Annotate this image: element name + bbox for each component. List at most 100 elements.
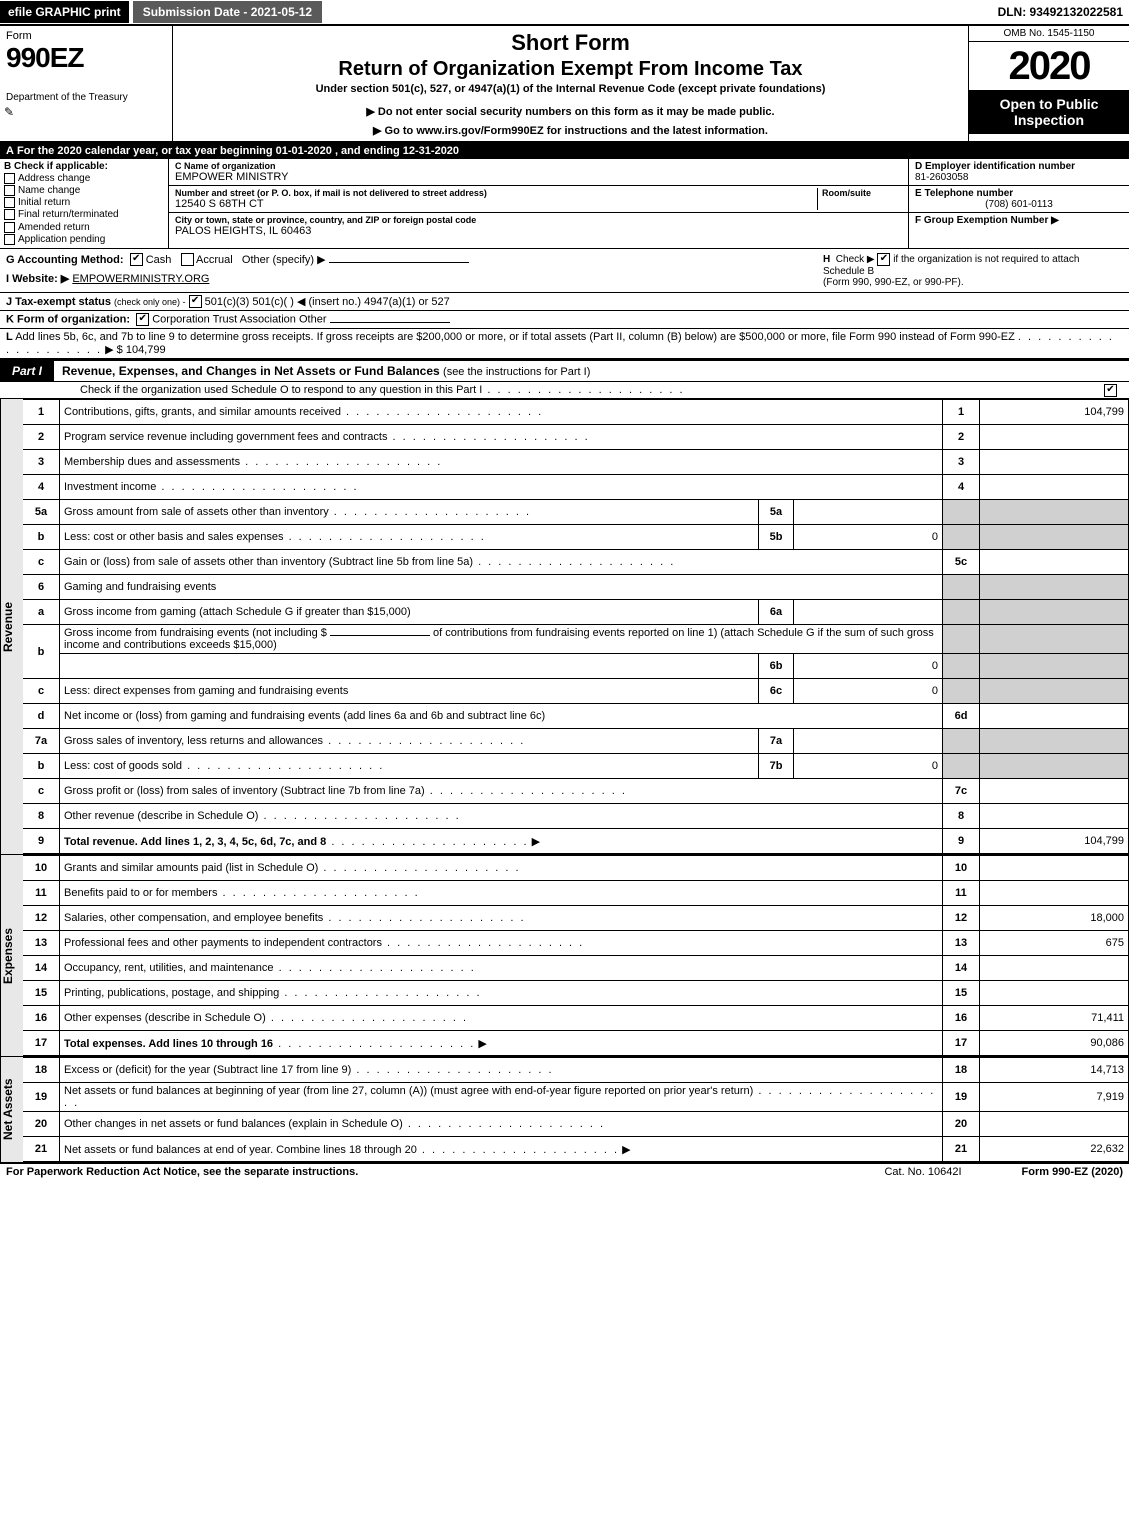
website-link[interactable]: EMPOWERMINISTRY.ORG [72,273,209,285]
line-7c: cGross profit or (loss) from sales of in… [23,779,1129,804]
line-5c: cGain or (loss) from sale of assets othe… [23,550,1129,575]
form-number: 990EZ [6,42,166,74]
phone-value: (708) 601-0113 [915,199,1123,210]
group-exemption-label: F Group Exemption Number ▶ [915,215,1059,226]
section-b: B Check if applicable: Address change Na… [0,159,169,248]
ein-label: D Employer identification number [915,161,1123,172]
room-suite-label: Room/suite [822,188,902,198]
section-c: C Name of organization EMPOWER MINISTRY … [169,159,908,248]
chk-amended-return[interactable]: Amended return [4,222,164,233]
line-6b-val: 6b0 [23,654,1129,679]
part-1-label: Part I [0,361,54,381]
chk-accrual[interactable] [181,253,194,266]
line-5b: bLess: cost or other basis and sales exp… [23,525,1129,550]
goto-link[interactable]: ▶ Go to www.irs.gov/Form990EZ for instru… [181,124,960,137]
city-label: City or town, state or province, country… [175,215,902,225]
line-19: 19Net assets or fund balances at beginni… [23,1083,1129,1112]
ein-value: 81-2603058 [915,172,1123,183]
omb-number: OMB No. 1545-1150 [969,26,1129,42]
paperwork-notice: For Paperwork Reduction Act Notice, see … [6,1166,358,1178]
section-j: J Tax-exempt status (check only one) - 5… [0,293,1129,312]
section-b-label: B Check if applicable: [4,161,164,172]
line-4: 4Investment income4 [23,475,1129,500]
net-assets-section: Net Assets 18Excess or (deficit) for the… [0,1057,1129,1164]
short-form-title: Short Form [181,30,960,56]
line-6d: dNet income or (loss) from gaming and fu… [23,704,1129,729]
street-label: Number and street (or P. O. box, if mail… [175,188,817,198]
chk-name-change[interactable]: Name change [4,185,164,196]
line-5a: 5aGross amount from sale of assets other… [23,500,1129,525]
header-left: Form 990EZ ✎ Department of the Treasury [0,26,173,141]
net-assets-table: 18Excess or (deficit) for the year (Subt… [23,1057,1129,1162]
line-13: 13Professional fees and other payments t… [23,931,1129,956]
line-10: 10Grants and similar amounts paid (list … [23,856,1129,881]
line-21: 21Net assets or fund balances at end of … [23,1137,1129,1162]
line-9: 9Total revenue. Add lines 1, 2, 3, 4, 5c… [23,829,1129,854]
form-version: Form 990-EZ (2020) [1022,1166,1123,1178]
expenses-tab: Expenses [0,855,23,1056]
dln-number: DLN: 93492132022581 [998,5,1129,19]
org-info-block: B Check if applicable: Address change Na… [0,159,1129,249]
line-8: 8Other revenue (describe in Schedule O)8 [23,804,1129,829]
section-def: D Employer identification number 81-2603… [908,159,1129,248]
line-1: 1Contributions, gifts, grants, and simil… [23,400,1129,425]
line-14: 14Occupancy, rent, utilities, and mainte… [23,956,1129,981]
header-center: Short Form Return of Organization Exempt… [173,26,968,141]
section-h: H Check ▶ if the organization is not req… [817,249,1129,292]
revenue-tab: Revenue [0,399,23,854]
chk-address-change[interactable]: Address change [4,173,164,184]
row-a-calendar-year: A For the 2020 calendar year, or tax yea… [0,143,1129,159]
return-title: Return of Organization Exempt From Incom… [181,58,960,81]
chk-final-return[interactable]: Final return/terminated [4,209,164,220]
part-1-title: Revenue, Expenses, and Changes in Net As… [62,364,440,378]
part-1-header: Part I Revenue, Expenses, and Changes in… [0,360,1129,382]
open-to-public: Open to Public Inspection [969,90,1129,134]
line-3: 3Membership dues and assessments3 [23,450,1129,475]
expenses-table: 10Grants and similar amounts paid (list … [23,855,1129,1056]
part-1-subtitle: (see the instructions for Part I) [443,366,590,378]
chk-application-pending[interactable]: Application pending [4,234,164,245]
phone-label: E Telephone number [915,188,1123,199]
section-l: L Add lines 5b, 6c, and 7b to line 9 to … [0,329,1129,360]
page-footer: For Paperwork Reduction Act Notice, see … [0,1164,1129,1180]
top-bar: efile GRAPHIC print Submission Date - 20… [0,0,1129,26]
form-label: Form [6,30,166,42]
line-18: 18Excess or (deficit) for the year (Subt… [23,1058,1129,1083]
line-6a: aGross income from gaming (attach Schedu… [23,600,1129,625]
part-1-check-line: Check if the organization used Schedule … [0,382,1129,399]
header-right: OMB No. 1545-1150 2020 Open to Public In… [968,26,1129,141]
section-k: K Form of organization: Corporation Trus… [0,311,1129,329]
department-label: Department of the Treasury [6,92,166,103]
catalog-number: Cat. No. 10642I [884,1166,961,1178]
chk-schedule-b[interactable] [877,253,890,266]
ssn-warning: ▶ Do not enter social security numbers o… [181,105,960,118]
chk-corporation[interactable] [136,313,149,326]
expenses-section: Expenses 10Grants and similar amounts pa… [0,855,1129,1057]
line-15: 15Printing, publications, postage, and s… [23,981,1129,1006]
org-name: EMPOWER MINISTRY [175,171,902,183]
chk-cash[interactable] [130,253,143,266]
line-6b: bGross income from fundraising events (n… [23,625,1129,654]
chk-initial-return[interactable]: Initial return [4,197,164,208]
submission-date: Submission Date - 2021-05-12 [133,1,322,23]
line-7b: bLess: cost of goods sold7b0 [23,754,1129,779]
revenue-table: 1Contributions, gifts, grants, and simil… [23,399,1129,854]
chk-schedule-o[interactable] [1104,384,1117,397]
website-label: I Website: ▶ [6,273,69,285]
line-12: 12Salaries, other compensation, and empl… [23,906,1129,931]
form-header: Form 990EZ ✎ Department of the Treasury … [0,26,1129,143]
org-name-label: C Name of organization [175,161,902,171]
line-11: 11Benefits paid to or for members11 [23,881,1129,906]
revenue-section: Revenue 1Contributions, gifts, grants, a… [0,399,1129,855]
street-address: 12540 S 68TH CT [175,198,817,210]
chk-501c3[interactable] [189,295,202,308]
section-g: G Accounting Method: Cash Accrual Other … [0,249,817,292]
line-6c: cLess: direct expenses from gaming and f… [23,679,1129,704]
tax-year: 2020 [969,42,1129,90]
line-17: 17Total expenses. Add lines 10 through 1… [23,1031,1129,1056]
line-6: 6Gaming and fundraising events [23,575,1129,600]
efile-print-button[interactable]: efile GRAPHIC print [0,1,129,23]
line-16: 16Other expenses (describe in Schedule O… [23,1006,1129,1031]
line-7a: 7aGross sales of inventory, less returns… [23,729,1129,754]
line-20: 20Other changes in net assets or fund ba… [23,1112,1129,1137]
